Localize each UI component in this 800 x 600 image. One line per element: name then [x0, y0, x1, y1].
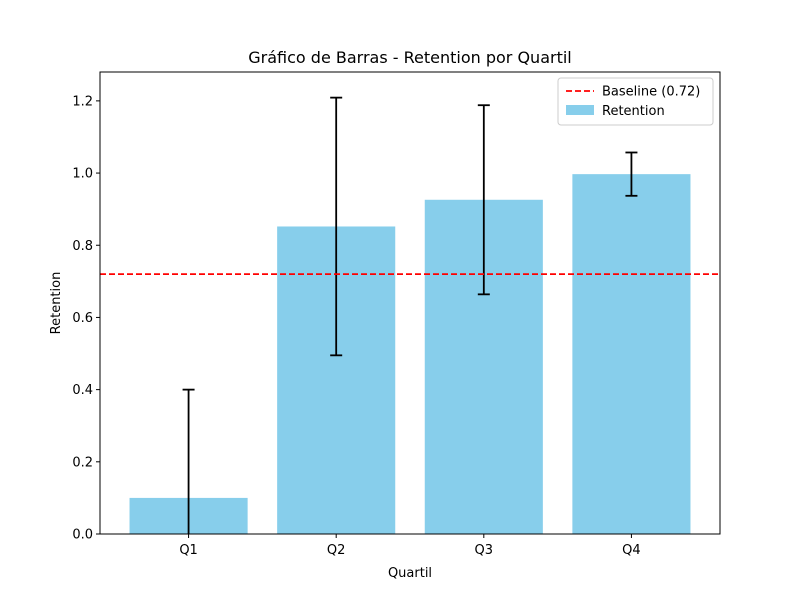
- y-tick-label: 0.0: [72, 528, 93, 543]
- chart-title: Gráfico de Barras - Retention por Quarti…: [248, 48, 571, 67]
- y-tick-label: 0.6: [72, 311, 93, 326]
- x-tick-label: Q1: [179, 543, 198, 558]
- bar-q4: [572, 174, 691, 534]
- x-axis-label: Quartil: [388, 566, 432, 581]
- x-tick-label: Q3: [475, 543, 494, 558]
- plot-area: 0.0 0.2 0.4 0.6 0.8 1.0 1.2 Q1 Q2 Q3 Q4: [72, 71, 721, 558]
- y-axis-label: Retention: [49, 272, 64, 335]
- legend-baseline-label: Baseline (0.72): [602, 85, 700, 100]
- error-bar-q1: [182, 388, 195, 534]
- axes-frame: [99, 71, 721, 535]
- error-bar-q2: [330, 96, 343, 357]
- legend: Baseline (0.72) Retention: [557, 77, 714, 126]
- error-bar-q3: [477, 104, 490, 296]
- error-bar-q4: [625, 151, 638, 197]
- legend-box: [557, 77, 714, 126]
- x-tick-label: Q2: [327, 543, 346, 558]
- y-tick-label: 0.2: [72, 455, 93, 470]
- y-tick-label: 1.2: [72, 94, 93, 109]
- legend-retention-label: Retention: [602, 104, 665, 119]
- y-tick-label: 1.0: [72, 167, 93, 182]
- y-tick-label: 0.4: [72, 383, 93, 398]
- x-tick-label: Q4: [622, 543, 641, 558]
- legend-retention-swatch: [566, 105, 594, 115]
- y-tick-label: 0.8: [72, 239, 93, 254]
